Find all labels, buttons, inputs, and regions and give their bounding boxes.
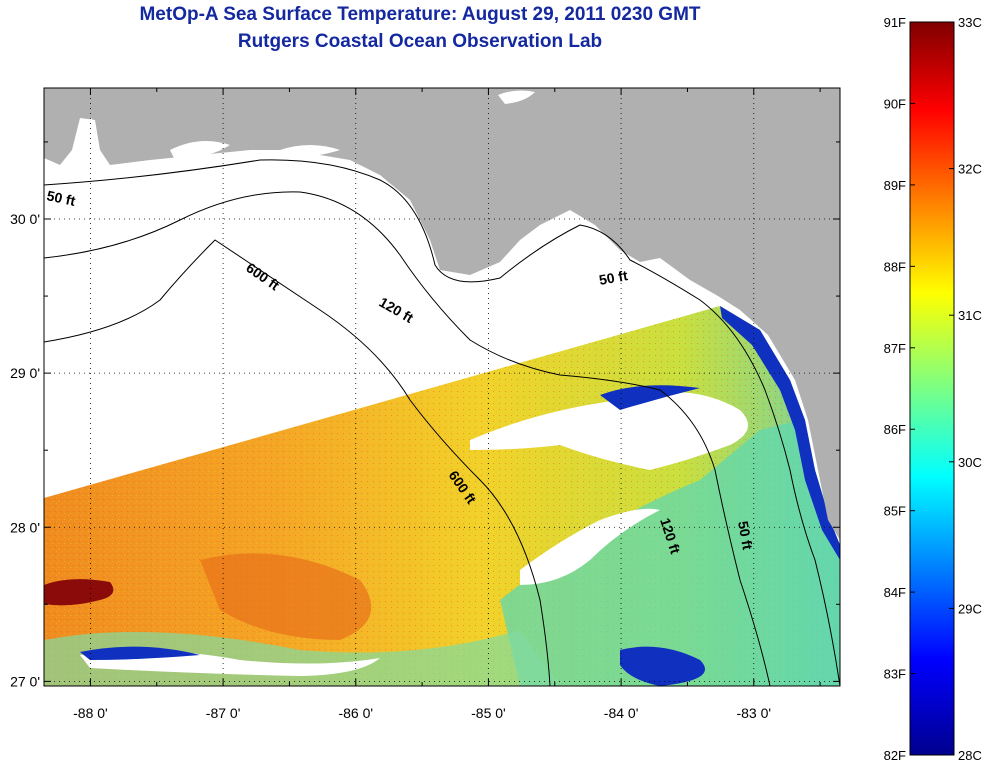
colorbar-f-label: 90F bbox=[884, 96, 906, 111]
cloud-band-2 bbox=[520, 508, 660, 585]
lat-tick-label: 29 0' bbox=[10, 365, 40, 381]
lon-tick-label: -86 0' bbox=[338, 705, 373, 721]
lon-tick-label: -83 0' bbox=[736, 705, 771, 721]
graticule: 30 0' 29 0' 28 0' 27 0' -88 0' -87 0' -86 0' -8… bbox=[10, 88, 840, 721]
colorbar-c-label: 32C bbox=[958, 162, 982, 177]
cold-edge-1 bbox=[600, 385, 700, 410]
colorbar-f-label: 86F bbox=[884, 422, 906, 437]
cool-water-east bbox=[500, 420, 840, 686]
land-mass bbox=[44, 88, 840, 540]
map-layers: 50 ft 600 ft 120 ft 50 ft 600 ft 120 ft … bbox=[44, 88, 840, 686]
contour-50ft bbox=[44, 159, 840, 686]
cold-edge-2 bbox=[80, 646, 200, 660]
colorbar-f-label: 84F bbox=[884, 585, 906, 600]
lon-tick-label: -84 0' bbox=[604, 705, 639, 721]
contour-120ft bbox=[44, 191, 771, 686]
inland-lake bbox=[498, 90, 535, 104]
colorbar-c-label: 29C bbox=[958, 601, 982, 616]
lat-tick-label: 27 0' bbox=[10, 673, 40, 689]
lat-tick-label: 28 0' bbox=[10, 519, 40, 535]
contour-label-50ft-south: 50 ft bbox=[735, 520, 756, 551]
colorbar-f-label: 85F bbox=[884, 504, 906, 519]
contour-600ft bbox=[44, 239, 551, 686]
colorbar bbox=[909, 21, 955, 756]
bay-mobile bbox=[78, 118, 98, 170]
colorbar-f-label: 83F bbox=[884, 667, 906, 682]
colorbar-f-label: 89F bbox=[884, 178, 906, 193]
map-subtitle: Rutgers Coastal Ocean Observation Lab bbox=[237, 31, 603, 52]
colorbar-c-label: 30C bbox=[958, 455, 982, 470]
colorbar-c-label: 28C bbox=[958, 748, 982, 763]
colorbar-f-label: 88F bbox=[884, 259, 906, 274]
lon-tick-label: -88 0' bbox=[73, 705, 108, 721]
cold-edge-3 bbox=[620, 646, 705, 686]
warm-patch-center bbox=[200, 553, 372, 640]
colorbar-f-label: 87F bbox=[884, 341, 906, 356]
lon-tick-label: -87 0' bbox=[206, 705, 241, 721]
colorbar-f-label: 91F bbox=[884, 15, 906, 30]
lat-tick-label: 30 0' bbox=[10, 211, 40, 227]
colorbar-f-label: 82F bbox=[884, 748, 906, 763]
cold-edge-coast bbox=[720, 306, 840, 560]
colorbar-labels: 91F 90F 89F 88F 87F 86F 85F 84F 83F 82F 33C 32C 31C 3… bbox=[884, 15, 982, 763]
warm-patch-west bbox=[44, 579, 114, 606]
colorbar-c-label: 31C bbox=[958, 308, 982, 323]
lon-tick-label: -85 0' bbox=[471, 705, 506, 721]
bay-choctawhatchee bbox=[280, 145, 340, 158]
contour-label-50ft-west: 50 ft bbox=[45, 187, 77, 209]
contour-label-50ft-east: 50 ft bbox=[598, 267, 629, 288]
colorbar-c-label: 33C bbox=[958, 15, 982, 30]
cloud-band-1 bbox=[470, 392, 748, 470]
bay-pensacola bbox=[170, 141, 230, 160]
map-title: MetOp-A Sea Surface Temperature: August … bbox=[139, 4, 701, 25]
map-frame bbox=[43, 87, 841, 687]
